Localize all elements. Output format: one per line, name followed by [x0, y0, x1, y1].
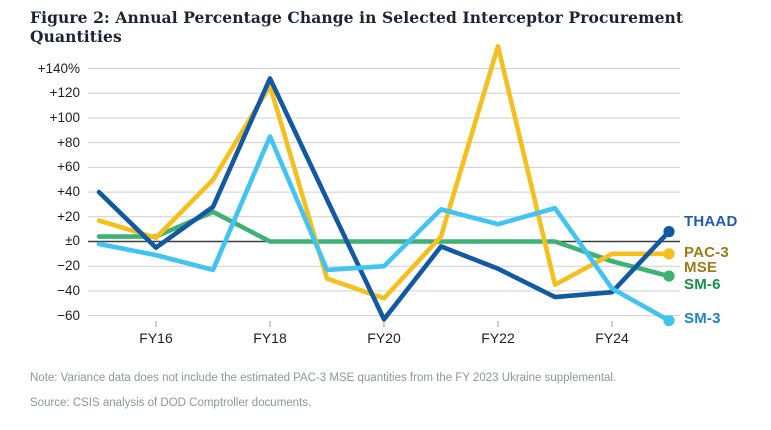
- y-axis-label: +120: [49, 85, 80, 100]
- series-end-dot-sm-6: [663, 270, 675, 282]
- x-axis-label: FY16: [139, 330, 173, 346]
- x-axis-label: FY22: [481, 330, 515, 346]
- y-axis-label: −40: [57, 283, 80, 298]
- series-end-dot-pac-3-mse: [663, 248, 675, 260]
- legend-label-pac3-line2: MSE: [684, 259, 718, 276]
- y-axis-label: +20: [57, 209, 80, 224]
- legend-label-pac3-mse: PAC-3 MSE: [684, 245, 729, 275]
- y-axis-label: −60: [57, 308, 80, 323]
- legend-label-pac3-line1: PAC-3: [684, 244, 729, 261]
- legend-label-sm6: SM-6: [684, 276, 721, 293]
- legend-label-thaad: THAAD: [684, 213, 738, 230]
- figure-title: Figure 2: Annual Percentage Change in Se…: [30, 8, 684, 46]
- y-axis-label: +100: [49, 110, 80, 125]
- series-end-dot-sm-3: [663, 314, 675, 327]
- series-line-sm-3: [96, 134, 672, 323]
- series-end-dot-thaad: [663, 226, 675, 238]
- x-axis-label: FY18: [253, 330, 287, 346]
- chart-note: Note: Variance data does not include the…: [30, 372, 617, 384]
- y-axis-label: ±0: [65, 233, 80, 248]
- x-axis-label: FY24: [595, 330, 629, 346]
- chart-source: Source: CSIS analysis of DOD Comptroller…: [30, 397, 312, 409]
- series-line-pac-3-mse: [96, 44, 672, 301]
- series-line-thaad: [96, 76, 672, 322]
- y-axis-label: +40: [57, 184, 80, 199]
- y-axis-label: +140%: [37, 61, 80, 76]
- y-axis-label: −20: [57, 258, 80, 273]
- legend-label-sm3: SM-3: [684, 310, 721, 327]
- y-axis-label: +60: [57, 159, 80, 174]
- y-axis-label: +80: [57, 135, 80, 150]
- x-axis-label: FY20: [367, 330, 401, 346]
